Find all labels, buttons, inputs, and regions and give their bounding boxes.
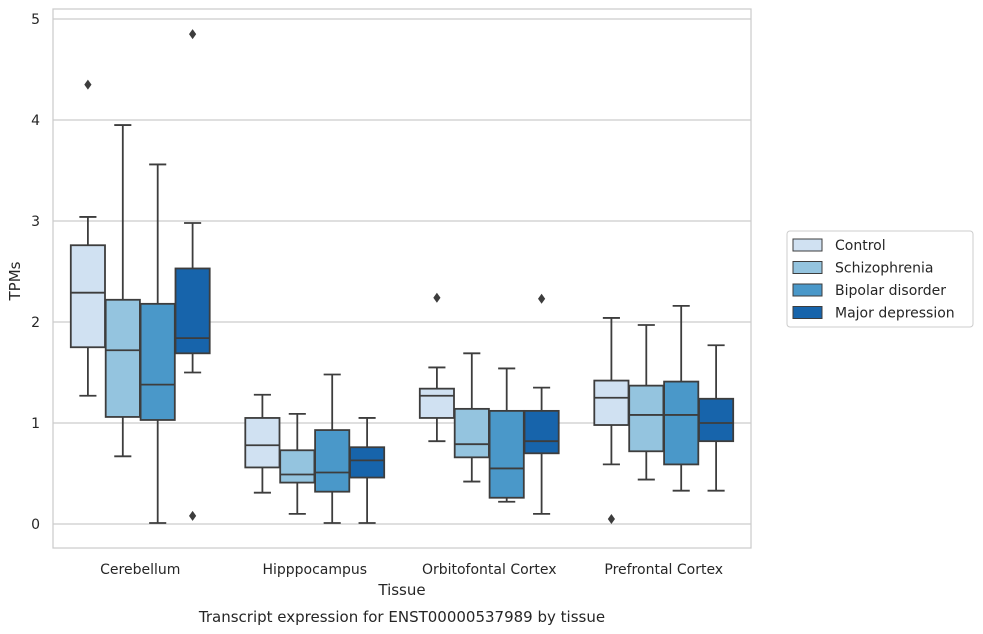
x-tick-label: Orbitofontal Cortex [422,562,557,578]
legend: Control Schizophrenia Bipolar disorder Majo… [786,230,974,328]
box-body [663,380,700,466]
box-mark [453,352,490,483]
box-body [349,446,386,479]
box-mark [174,29,211,521]
outlier-point [538,293,546,304]
box-mark [663,304,700,492]
box-mark [139,163,176,524]
legend-label: Control [835,238,886,254]
box-body [418,387,455,419]
y-tick-label: 3 [31,214,40,230]
box-mark [349,417,386,524]
box-mark [488,367,525,503]
box-body [314,429,351,493]
x-axis-label: Tissue [377,581,425,599]
y-tick-label: 2 [31,315,40,331]
legend-item: Bipolar disorder [792,283,946,299]
legend-frame [786,230,974,328]
y-tick-label: 0 [31,517,40,533]
chart-caption: Transcript expression for ENST0000053798… [198,608,605,626]
legend-label: Schizophrenia [835,261,933,277]
y-tick-label: 1 [31,416,40,432]
box-mark [314,373,351,524]
box-mark [593,317,630,524]
box-body [698,397,735,443]
legend-swatch [792,238,823,252]
series-group [174,29,735,524]
x-tick-labels: Cerebellum Hipppocampus Orbitofontal Corte… [100,562,723,578]
box-mark [523,293,560,515]
box-body [523,409,560,455]
y-tick-label: 5 [31,12,40,28]
y-tick-label: 4 [31,113,40,129]
box-mark [418,292,455,443]
box-mark [698,344,735,492]
box-body [139,302,176,421]
x-tick-label: Prefrontal Cortex [604,562,723,578]
legend-item: Schizophrenia [792,261,933,277]
outlier-point [189,29,197,40]
series-group [104,124,665,515]
box-body [593,379,630,426]
x-tick-label: Hipppocampus [262,562,367,578]
box-mark [628,324,665,481]
series-group [139,163,700,524]
box-body [488,409,525,499]
box-body [244,417,281,469]
outlier-point [433,292,441,303]
box-mark [279,413,316,515]
box-body [174,267,211,355]
box-mark [69,79,106,397]
box-body [104,298,141,418]
legend-swatch [792,261,823,274]
legend-swatch [792,283,823,297]
box-mark [104,124,141,458]
series-group [69,79,630,524]
legend-swatch [792,306,823,319]
box-body [69,244,106,349]
outlier-point [189,510,197,521]
box-mark [244,393,281,494]
legend-item: Control [792,238,886,254]
outlier-point [84,79,92,90]
box-series [69,29,735,524]
legend-label: Bipolar disorder [835,283,946,299]
box-body [628,384,665,453]
y-axis-label: TPMs [6,261,24,301]
y-tick-labels: 0 1 2 3 4 5 [31,12,40,533]
box-body [453,407,490,459]
x-tick-label: Cerebellum [100,562,180,578]
outlier-point [607,513,615,524]
plot-frame [52,8,752,549]
legend-item: Major depression [792,306,955,322]
box-body [279,449,316,484]
legend-label: Major depression [835,306,955,322]
